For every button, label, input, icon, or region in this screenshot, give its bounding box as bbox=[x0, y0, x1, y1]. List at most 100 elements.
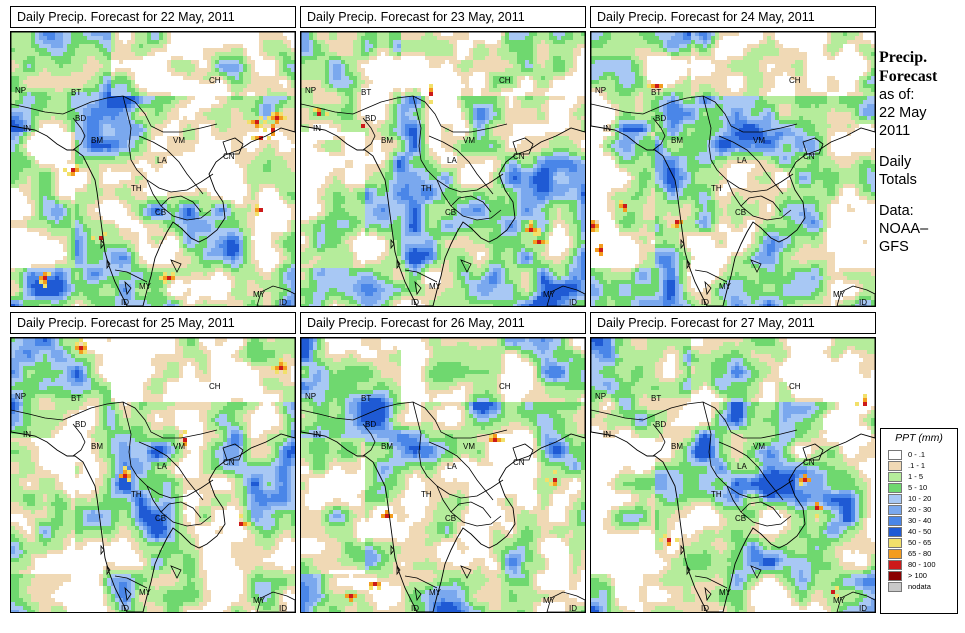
legend-label: 50 - 65 bbox=[908, 538, 931, 547]
country-label-my2: MY bbox=[543, 596, 555, 605]
country-border bbox=[362, 423, 376, 457]
sidebar-data-model: GFS bbox=[879, 238, 963, 256]
country-label-bm: BM bbox=[91, 442, 103, 451]
country-border bbox=[686, 258, 691, 270]
country-label-in: IN bbox=[603, 430, 611, 439]
country-border bbox=[740, 195, 782, 213]
sidebar-info: Precip. Forecast as of: 22 May 2011 Dail… bbox=[879, 48, 963, 256]
country-label-th: TH bbox=[131, 490, 142, 499]
country-border bbox=[124, 280, 132, 296]
precip-grid bbox=[11, 338, 295, 612]
country-label-la: LA bbox=[737, 462, 747, 471]
legend-row: 30 - 40 bbox=[881, 515, 957, 526]
country-label-la: LA bbox=[157, 462, 167, 471]
country-border bbox=[436, 485, 502, 527]
country-label-cb: CB bbox=[735, 514, 746, 523]
country-border bbox=[512, 443, 534, 461]
country-border bbox=[460, 565, 472, 579]
legend-swatch bbox=[888, 537, 902, 548]
panel-title: Daily Precip. Forecast for 27 May, 2011 bbox=[590, 312, 876, 334]
country-border bbox=[702, 401, 794, 499]
country-label-th: TH bbox=[421, 184, 432, 193]
country-label-id2: ID bbox=[279, 604, 287, 612]
country-label-bt: BT bbox=[71, 88, 81, 97]
country-border bbox=[694, 269, 728, 283]
sidebar-year: 2011 bbox=[879, 122, 963, 140]
legend-swatch bbox=[888, 581, 902, 592]
legend-title: PPT (mm) bbox=[881, 432, 957, 444]
sidebar-asof: as of: bbox=[879, 86, 963, 104]
country-border bbox=[694, 575, 728, 589]
precip-grid bbox=[591, 338, 875, 612]
legend-row: .1 - 1 bbox=[881, 460, 957, 471]
country-border bbox=[652, 117, 666, 151]
country-label-cb: CB bbox=[735, 208, 746, 217]
country-border bbox=[428, 135, 494, 195]
legend-label: 20 - 30 bbox=[908, 505, 931, 514]
precip-map: NP BT IN BD BM CH VM LA TH CB CN MY MY ID ID bbox=[300, 337, 586, 613]
country-label-vm: VM bbox=[173, 136, 185, 145]
country-label-cb: CB bbox=[155, 208, 166, 217]
country-label-my: MY bbox=[139, 282, 151, 291]
country-border bbox=[160, 501, 202, 519]
country-label-cb: CB bbox=[445, 208, 456, 217]
country-label-cn: CN bbox=[513, 152, 525, 161]
country-border bbox=[414, 280, 422, 296]
country-label-bd: BD bbox=[75, 114, 86, 123]
country-label-id: ID bbox=[121, 298, 129, 306]
coastline bbox=[591, 338, 875, 612]
country-label-np: NP bbox=[305, 392, 316, 401]
country-border bbox=[256, 285, 295, 306]
country-label-my2: MY bbox=[833, 290, 845, 299]
country-border bbox=[704, 280, 712, 296]
country-label-id: ID bbox=[701, 604, 709, 612]
country-border bbox=[256, 591, 295, 612]
country-border bbox=[460, 259, 472, 273]
country-label-vm: VM bbox=[753, 136, 765, 145]
country-label-bt: BT bbox=[361, 394, 371, 403]
country-label-np: NP bbox=[305, 86, 316, 95]
legend-swatch bbox=[888, 559, 902, 570]
legend-swatch bbox=[888, 570, 902, 581]
country-border bbox=[222, 443, 244, 461]
legend-row: 65 - 80 bbox=[881, 548, 957, 559]
country-border bbox=[138, 135, 204, 195]
country-border bbox=[170, 565, 182, 579]
country-border bbox=[390, 544, 395, 556]
country-label-vm: VM bbox=[173, 442, 185, 451]
panel-title: Daily Precip. Forecast for 23 May, 2011 bbox=[300, 6, 586, 28]
coastline bbox=[301, 338, 585, 612]
country-label-in: IN bbox=[313, 430, 321, 439]
country-label-bm: BM bbox=[381, 442, 393, 451]
country-label-bd: BD bbox=[655, 114, 666, 123]
sidebar-data-source: NOAA– bbox=[879, 220, 963, 238]
country-border bbox=[170, 259, 182, 273]
country-label-id2: ID bbox=[569, 604, 577, 612]
country-border bbox=[106, 564, 111, 576]
legend-swatch bbox=[888, 482, 902, 493]
country-border bbox=[680, 544, 685, 556]
country-border bbox=[450, 195, 492, 213]
country-label-my: MY bbox=[429, 282, 441, 291]
country-label-la: LA bbox=[447, 156, 457, 165]
legend-label: 30 - 40 bbox=[908, 516, 931, 525]
country-label-np: NP bbox=[15, 86, 26, 95]
country-border bbox=[72, 117, 86, 151]
country-border bbox=[412, 401, 504, 499]
precip-map: NP BT IN BD BM CH VM LA TH CB CN MY MY ID ID bbox=[590, 337, 876, 613]
sidebar-heading: Precip. bbox=[879, 48, 963, 67]
country-label-in: IN bbox=[23, 124, 31, 133]
country-label-bd: BD bbox=[365, 420, 376, 429]
country-border bbox=[72, 423, 86, 457]
legend-swatch bbox=[888, 526, 902, 537]
country-label-cb: CB bbox=[155, 514, 166, 523]
legend-label: 10 - 20 bbox=[908, 494, 931, 503]
country-label-ch: CH bbox=[209, 382, 221, 391]
country-label-my2: MY bbox=[543, 290, 555, 299]
country-border bbox=[390, 238, 395, 250]
country-label-ch: CH bbox=[789, 76, 801, 85]
country-label-np: NP bbox=[595, 392, 606, 401]
country-border bbox=[106, 258, 111, 270]
country-label-id2: ID bbox=[859, 298, 867, 306]
country-border bbox=[652, 423, 666, 457]
